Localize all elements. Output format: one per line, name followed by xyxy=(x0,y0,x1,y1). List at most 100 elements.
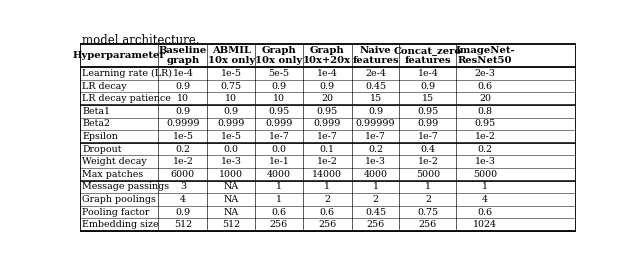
Text: 1: 1 xyxy=(276,195,282,204)
Text: 20: 20 xyxy=(321,94,333,103)
Text: Epsilon: Epsilon xyxy=(83,132,118,141)
Text: 0.6: 0.6 xyxy=(271,208,287,217)
Text: 15: 15 xyxy=(369,94,381,103)
Text: 1000: 1000 xyxy=(220,170,243,179)
Text: 4000: 4000 xyxy=(364,170,388,179)
Text: 256: 256 xyxy=(367,220,385,229)
Bar xyxy=(80,118,576,130)
Text: 0.9: 0.9 xyxy=(320,82,335,91)
Bar xyxy=(80,105,576,118)
Bar xyxy=(80,206,576,219)
Text: 0.45: 0.45 xyxy=(365,208,386,217)
Text: ABMIL
10x only: ABMIL 10x only xyxy=(208,46,255,65)
Text: Baseline
graph: Baseline graph xyxy=(159,46,207,65)
Text: 1e-7: 1e-7 xyxy=(317,132,338,141)
Text: 0.999: 0.999 xyxy=(218,120,245,129)
Text: 1e-1: 1e-1 xyxy=(268,157,289,166)
Text: 0.9: 0.9 xyxy=(175,82,191,91)
Text: 1e-2: 1e-2 xyxy=(317,157,338,166)
Text: 10: 10 xyxy=(273,94,285,103)
Text: 6000: 6000 xyxy=(171,170,195,179)
Text: 512: 512 xyxy=(174,220,192,229)
Text: Graph poolings: Graph poolings xyxy=(83,195,156,204)
Text: model architecture.: model architecture. xyxy=(83,34,200,47)
Text: 1e-2: 1e-2 xyxy=(417,157,438,166)
Text: Pooling factor: Pooling factor xyxy=(83,208,150,217)
Text: Hyperparameter: Hyperparameter xyxy=(73,51,166,60)
Text: 0.9: 0.9 xyxy=(175,107,191,116)
Text: 0.9: 0.9 xyxy=(420,82,435,91)
Text: 5e-5: 5e-5 xyxy=(268,69,289,78)
Text: Dropout: Dropout xyxy=(83,145,122,154)
Text: 0.99: 0.99 xyxy=(417,120,438,129)
Text: 4: 4 xyxy=(482,195,488,204)
Text: 1e-4: 1e-4 xyxy=(173,69,193,78)
Text: 0.8: 0.8 xyxy=(477,107,493,116)
Text: 0.75: 0.75 xyxy=(221,82,242,91)
Text: 0.6: 0.6 xyxy=(320,208,335,217)
Text: 0.9: 0.9 xyxy=(175,208,191,217)
Text: LR decay patience: LR decay patience xyxy=(83,94,172,103)
Text: 0.75: 0.75 xyxy=(417,208,438,217)
Text: Beta1: Beta1 xyxy=(83,107,111,116)
Text: Embedding size: Embedding size xyxy=(83,220,159,229)
Bar xyxy=(80,168,576,181)
Text: 1e-3: 1e-3 xyxy=(474,157,495,166)
Text: 256: 256 xyxy=(318,220,337,229)
Text: 0.9: 0.9 xyxy=(368,107,383,116)
Text: 2e-3: 2e-3 xyxy=(474,69,495,78)
Text: 0.2: 0.2 xyxy=(175,145,191,154)
Text: 0.6: 0.6 xyxy=(477,82,493,91)
Text: 0.2: 0.2 xyxy=(368,145,383,154)
Text: 2: 2 xyxy=(425,195,431,204)
Text: 0.6: 0.6 xyxy=(477,208,493,217)
Text: 1: 1 xyxy=(324,182,330,191)
Bar xyxy=(80,143,576,155)
Text: 0.0: 0.0 xyxy=(271,145,286,154)
Text: Graph
10x only: Graph 10x only xyxy=(255,46,303,65)
Text: 14000: 14000 xyxy=(312,170,342,179)
Text: 256: 256 xyxy=(270,220,288,229)
Text: 15: 15 xyxy=(422,94,434,103)
Text: 2: 2 xyxy=(324,195,330,204)
Bar xyxy=(80,92,576,105)
Text: 2: 2 xyxy=(372,195,379,204)
Text: Max patches: Max patches xyxy=(83,170,144,179)
Text: 4: 4 xyxy=(180,195,186,204)
Text: Beta2: Beta2 xyxy=(83,120,111,129)
Text: 1e-5: 1e-5 xyxy=(221,132,242,141)
Text: 10: 10 xyxy=(177,94,189,103)
Text: 3: 3 xyxy=(180,182,186,191)
Text: 1: 1 xyxy=(425,182,431,191)
Text: 20: 20 xyxy=(479,94,491,103)
Text: 1e-5: 1e-5 xyxy=(172,132,193,141)
Bar xyxy=(80,67,576,80)
Text: 5000: 5000 xyxy=(416,170,440,179)
Text: 0.0: 0.0 xyxy=(224,145,239,154)
Text: ImageNet-
ResNet50: ImageNet- ResNet50 xyxy=(455,46,515,65)
Text: 0.1: 0.1 xyxy=(320,145,335,154)
Text: 0.95: 0.95 xyxy=(268,107,289,116)
Text: LR decay: LR decay xyxy=(83,82,127,91)
Text: 0.4: 0.4 xyxy=(420,145,435,154)
Text: 0.95: 0.95 xyxy=(474,120,495,129)
Text: 1e-2: 1e-2 xyxy=(474,132,495,141)
Bar xyxy=(80,130,576,143)
Bar xyxy=(80,181,576,193)
Bar xyxy=(80,193,576,206)
Text: 1e-2: 1e-2 xyxy=(173,157,193,166)
Text: 512: 512 xyxy=(222,220,241,229)
Text: 0.9: 0.9 xyxy=(271,82,287,91)
Text: 10: 10 xyxy=(225,94,237,103)
Text: 0.95: 0.95 xyxy=(317,107,338,116)
Text: Message passings: Message passings xyxy=(83,182,170,191)
Text: Learning rate (LR): Learning rate (LR) xyxy=(83,69,173,78)
Text: 1e-4: 1e-4 xyxy=(417,69,438,78)
Text: 0.9999: 0.9999 xyxy=(166,120,200,129)
Text: 1e-4: 1e-4 xyxy=(317,69,338,78)
Bar xyxy=(80,155,576,168)
Text: Weight decay: Weight decay xyxy=(83,157,147,166)
Text: 1e-7: 1e-7 xyxy=(268,132,289,141)
Text: 0.95: 0.95 xyxy=(417,107,438,116)
Text: 0.45: 0.45 xyxy=(365,82,386,91)
